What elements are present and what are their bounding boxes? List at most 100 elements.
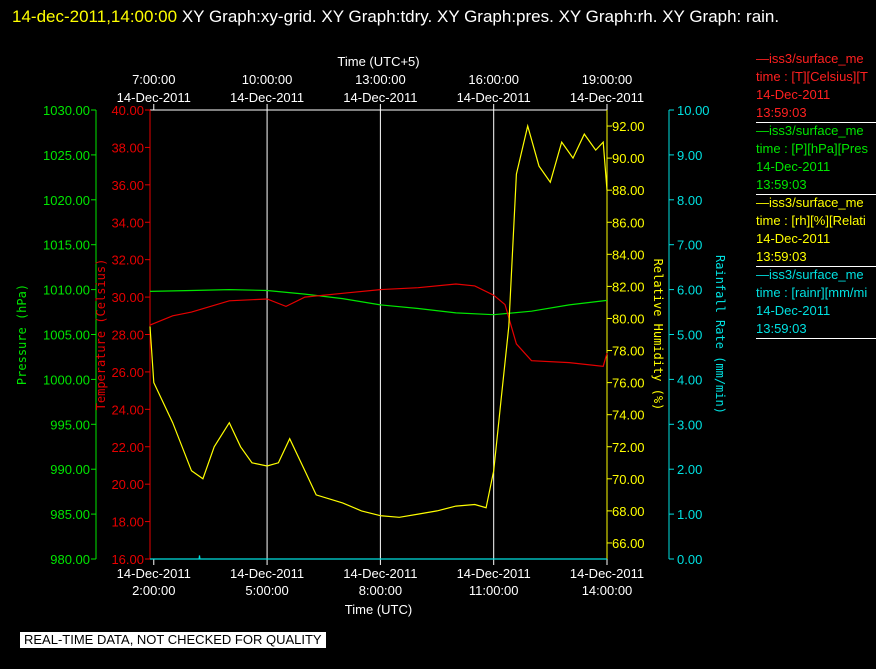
rain-tick-label: 5.00 [677,328,702,343]
pressure-tick-label: 995.00 [50,417,90,432]
top-tick-label-date: 14-Dec-2011 [570,90,644,105]
pressure-tick-label: 980.00 [50,552,90,567]
legend-humidity-line-4: 13:59:03 [756,249,807,264]
bottom-tick-label-time: 5:00:00 [245,583,288,598]
bottom-tick-label-date: 14-Dec-2011 [457,566,531,581]
rain-tick-label: 4.00 [677,372,702,387]
temperature-series-line [149,283,608,367]
legend-rain: —iss3/surface_me time : [rainr][mm/mi 14… [756,266,876,339]
graph-title-rh: XY Graph:rh. [558,7,658,26]
humidity-tick-label: 92.00 [612,119,645,134]
humidity-tick-label: 76.00 [612,376,645,391]
temperature-axis-title: Temperature (Celsius) [94,259,108,411]
humidity-tick-label: 68.00 [612,504,645,519]
legend-humidity-line-2: time : [rh][%][Relati [756,213,866,228]
legend-humidity-line-1: —iss3/surface_me [756,195,864,210]
top-tick-label-date: 14-Dec-2011 [457,90,531,105]
top-tick-label-time: 19:00:00 [582,72,633,87]
legend-pressure-line-4: 13:59:03 [756,177,807,192]
humidity-series-line [149,123,608,518]
legend-temperature-line-1: —iss3/surface_me [756,51,864,66]
humidity-tick-label: 86.00 [612,215,645,230]
bottom-tick-label-time: 11:00:00 [469,583,519,598]
top-tick-label-date: 14-Dec-2011 [117,90,191,105]
humidity-tick-label: 78.00 [612,344,645,359]
legend-temperature: —iss3/surface_me time : [T][Celsius][T 1… [756,50,876,123]
top-tick-label-time: 16:00:00 [468,72,519,87]
temperature-tick-label: 38.00 [111,140,144,155]
plot-frame [149,109,608,560]
temperature-tick-label: 20.00 [111,477,144,492]
bottom-tick-label-time: 14:00:00 [582,583,633,598]
temperature-tick-label: 28.00 [111,328,144,343]
legend-rain-line-3: 14-Dec-2011 [756,303,831,318]
rain-tick-label: 9.00 [677,148,702,163]
temperature-tick-label: 30.00 [111,290,144,305]
temperature-tick-label: 24.00 [111,402,144,417]
rain-tick-label: 3.00 [677,417,702,432]
graph-title-tdry: XY Graph:tdry. [321,7,433,26]
legend-rain-line-1: —iss3/surface_me [756,267,864,282]
bottom-tick-label-date: 14-Dec-2011 [230,566,304,581]
humidity-tick-label: 74.00 [612,408,645,423]
temperature-tick-label: 34.00 [111,215,144,230]
rain-tick-label: 6.00 [677,283,702,298]
top-axis-title: Time (UTC+5) [337,54,419,69]
legend-humidity: —iss3/surface_me time : [rh][%][Relati 1… [756,194,876,267]
rain-series-line [150,555,607,560]
temperature-tick-label: 18.00 [111,515,144,530]
legend-rain-line-2: time : [rainr][mm/mi [756,285,868,300]
rain-tick-label: 7.00 [677,238,702,253]
pressure-tick-label: 1020.00 [43,193,90,208]
bottom-tick-label-time: 8:00:00 [359,583,402,598]
graph-title: 14-dec-2011,14:00:00 XY Graph:xy-grid. X… [12,3,872,30]
top-tick-label-time: 7:00:00 [132,72,175,87]
pressure-tick-label: 1005.00 [43,328,90,343]
pressure-tick-label: 1015.00 [43,238,90,253]
humidity-tick-label: 80.00 [612,311,645,326]
pressure-tick-label: 990.00 [50,462,90,477]
humidity-tick-label: 70.00 [612,472,645,487]
legend-pressure-line-2: time : [P][hPa][Pres [756,141,868,156]
temperature-tick-label: 36.00 [111,178,144,193]
humidity-axis-title: Relative Humidity (%) [651,259,665,411]
bottom-axis-title: Time (UTC) [345,602,412,617]
legend-temperature-line-3: 14-Dec-2011 [756,87,831,102]
bottom-tick-label-date: 14-Dec-2011 [343,566,417,581]
humidity-tick-label: 84.00 [612,247,645,262]
legend-pressure-line-1: —iss3/surface_me [756,123,864,138]
temperature-tick-label: 32.00 [111,253,144,268]
temperature-tick-label: 16.00 [111,552,144,567]
graph-title-xy-grid: XY Graph:xy-grid. [181,7,317,26]
rain-tick-label: 1.00 [677,507,702,522]
qc-notice: REAL-TIME DATA, NOT CHECKED FOR QUALITY [20,632,326,648]
humidity-tick-label: 72.00 [612,440,645,455]
temperature-tick-label: 22.00 [111,440,144,455]
legend-pressure-line-3: 14-Dec-2011 [756,159,831,174]
rain-axis-title: Rainfall Rate (mm/min) [713,255,727,414]
legend-humidity-line-3: 14-Dec-2011 [756,231,831,246]
graph-title-pres: XY Graph:pres. [436,7,554,26]
bottom-tick-label-date: 14-Dec-2011 [117,566,191,581]
graph-title-rain-a: XY Graph: [662,7,742,26]
legend-temperature-line-4: 13:59:03 [756,105,807,120]
rain-tick-label: 8.00 [677,193,702,208]
graph-title-rain-b: rain. [746,7,780,26]
legend-pressure: —iss3/surface_me time : [P][hPa][Pres 14… [756,122,876,195]
legend-rain-line-4: 13:59:03 [756,321,807,336]
humidity-tick-label: 90.00 [612,151,645,166]
rain-tick-label: 2.00 [677,462,702,477]
top-tick-label-time: 10:00:00 [242,72,293,87]
rain-tick-label: 10.00 [677,103,710,118]
pressure-tick-label: 985.00 [50,507,90,522]
temperature-tick-label: 26.00 [111,365,144,380]
top-tick-label-date: 14-Dec-2011 [343,90,417,105]
temperature-tick-label: 40.00 [111,103,144,118]
bottom-tick-label-time: 2:00:00 [132,583,175,598]
rain-tick-label: 0.00 [677,552,702,567]
pressure-series-line [149,288,608,316]
humidity-tick-label: 88.00 [612,183,645,198]
humidity-tick-label: 66.00 [612,536,645,551]
top-tick-label-time: 13:00:00 [355,72,406,87]
